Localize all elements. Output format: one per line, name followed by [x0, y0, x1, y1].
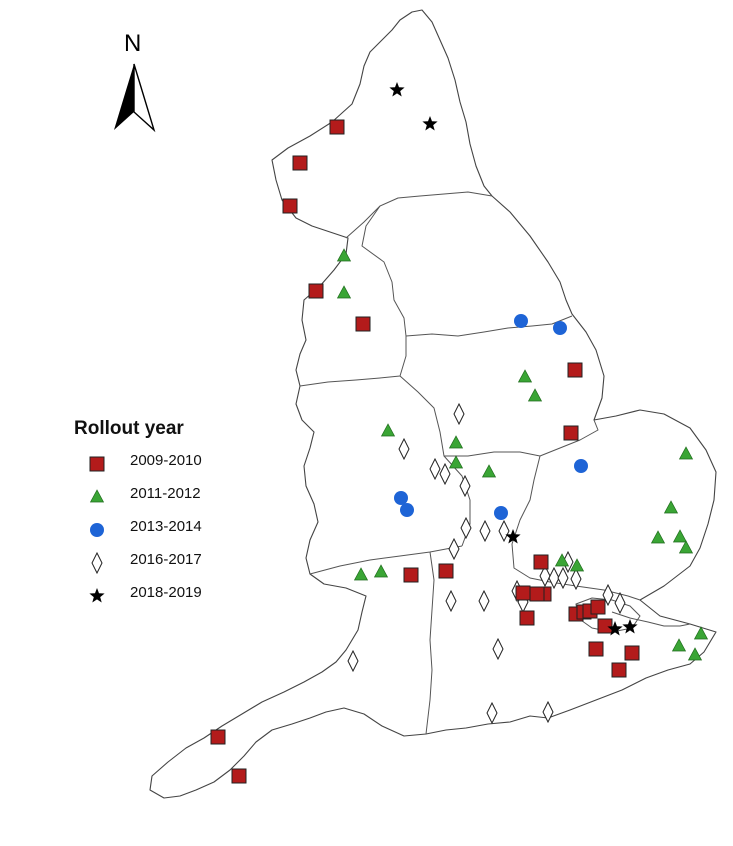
- marker-2013-2014: [574, 459, 588, 473]
- marker-2009-2010: [329, 119, 345, 135]
- marker-2011-2012: [353, 567, 369, 581]
- marker-2016-2017: [486, 701, 498, 725]
- marker-2016-2017: [448, 537, 460, 561]
- boundary-west-midlands-south: [309, 545, 463, 575]
- boundary-london: [575, 597, 641, 633]
- marker-2009-2010: [567, 362, 583, 378]
- marker-2009-2010: [597, 618, 613, 634]
- marker-2011-2012: [569, 558, 585, 572]
- marker-2016-2017: [478, 589, 490, 613]
- marker-2016-2017: [460, 516, 472, 540]
- marker-2011-2012: [373, 564, 389, 578]
- marker-2009-2010: [292, 155, 308, 171]
- legend-label-2009-2010: 2009-2010: [130, 452, 202, 469]
- marker-2013-2014: [553, 321, 567, 335]
- marker-2011-2012: [663, 500, 679, 514]
- marker-2011-2012: [448, 435, 464, 449]
- marker-2009-2010: [588, 641, 604, 657]
- marker-2016-2017: [429, 457, 441, 481]
- marker-2009-2010: [515, 585, 531, 601]
- marker-2009-2010: [563, 425, 579, 441]
- marker-2016-2017: [498, 519, 510, 543]
- marker-2009-2010: [210, 729, 226, 745]
- marker-2016-2017: [548, 566, 560, 590]
- legend-label-2013-2014: 2013-2014: [130, 518, 202, 535]
- marker-2011-2012: [671, 638, 687, 652]
- marker-2011-2012: [448, 455, 464, 469]
- marker-2016-2017: [539, 564, 551, 588]
- marker-2011-2012: [678, 540, 694, 554]
- marker-2018-2019: [622, 619, 638, 634]
- marker-2016-2017: [542, 700, 554, 724]
- boundary-yorkshire-south: [405, 315, 573, 337]
- marker-2009-2010: [308, 283, 324, 299]
- marker-2009-2010: [355, 316, 371, 332]
- marker-2011-2012: [336, 285, 352, 299]
- north-label: N: [124, 30, 142, 57]
- marker-2016-2017: [398, 437, 410, 461]
- boundary-north-west-yorkshire: [361, 205, 407, 337]
- boundary-north-east: [345, 191, 493, 239]
- marker-2009-2010: [624, 645, 640, 661]
- marker-2013-2014: [400, 503, 414, 517]
- north-arrow-icon: [114, 63, 156, 133]
- marker-2016-2017: [347, 649, 359, 673]
- marker-2011-2012: [517, 369, 533, 383]
- map-markers: [210, 82, 709, 784]
- legend-symbol-triangle: [89, 489, 105, 503]
- legend-symbol-circle: [90, 523, 104, 537]
- marker-2016-2017: [439, 462, 451, 486]
- marker-2011-2012: [672, 529, 688, 543]
- marker-2009-2010: [519, 610, 535, 626]
- marker-2011-2012: [693, 626, 709, 640]
- marker-2013-2014: [494, 506, 508, 520]
- marker-2016-2017: [570, 567, 582, 591]
- england-coastline: [149, 9, 717, 799]
- marker-2018-2019: [607, 621, 623, 636]
- legend-symbols: [89, 456, 105, 603]
- marker-2011-2012: [678, 446, 694, 460]
- marker-2016-2017: [479, 519, 491, 543]
- marker-2018-2019: [422, 116, 438, 131]
- marker-2011-2012: [554, 553, 570, 567]
- boundary-south-west-east: [425, 551, 435, 735]
- marker-2009-2010: [533, 554, 549, 570]
- marker-2013-2014: [514, 314, 528, 328]
- legend-label-2016-2017: 2016-2017: [130, 551, 202, 568]
- marker-2011-2012: [336, 248, 352, 262]
- marker-2013-2014: [394, 491, 408, 505]
- marker-2016-2017: [492, 637, 504, 661]
- legend-symbol-star: [89, 588, 105, 603]
- marker-2011-2012: [481, 464, 497, 478]
- legend-symbol-diamond: [91, 551, 103, 575]
- marker-2009-2010: [529, 586, 545, 602]
- marker-2016-2017: [453, 402, 465, 426]
- marker-2011-2012: [687, 647, 703, 661]
- marker-2011-2012: [650, 530, 666, 544]
- boundary-west-midlands-north: [299, 336, 407, 387]
- marker-2016-2017: [459, 474, 471, 498]
- legend-title: Rollout year: [74, 418, 184, 439]
- marker-2009-2010: [282, 198, 298, 214]
- legend-label-2011-2012: 2011-2012: [130, 485, 201, 502]
- marker-2009-2010: [611, 662, 627, 678]
- marker-2016-2017: [445, 589, 457, 613]
- marker-2009-2010: [438, 563, 454, 579]
- marker-2009-2010: [231, 768, 247, 784]
- legend-label-2018-2019: 2018-2019: [130, 584, 202, 601]
- marker-2016-2017: [614, 591, 626, 615]
- marker-2009-2010: [403, 567, 419, 583]
- marker-2011-2012: [527, 388, 543, 402]
- marker-2011-2012: [380, 423, 396, 437]
- legend-symbol-square: [89, 456, 105, 472]
- marker-2009-2010: [590, 599, 606, 615]
- marker-2016-2017: [557, 566, 569, 590]
- marker-2018-2019: [389, 82, 405, 97]
- marker-2018-2019: [505, 529, 521, 544]
- boundary-coast-detail: [611, 611, 691, 627]
